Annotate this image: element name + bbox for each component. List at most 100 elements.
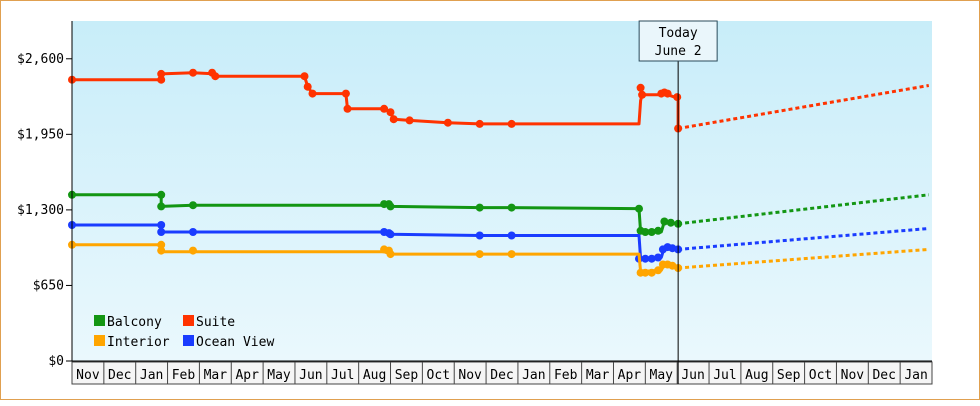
data-point-balcony [654,226,663,235]
data-point-interior [647,268,656,277]
y-tick-label: $650 [33,278,64,293]
data-point-ocean-view [654,253,663,262]
data-point-suite [475,119,484,128]
data-point-suite [673,93,682,102]
today-marker: Today June 2 [638,20,718,384]
data-point-suite [507,119,516,128]
data-point-balcony [475,203,484,212]
forecast-line-suite [677,84,930,130]
x-tick-label: Sep [777,368,801,383]
x-tick-label: Apr [618,368,642,383]
today-date: June 2 [655,44,702,59]
x-tick-label: Jan [904,368,927,383]
data-point-suite [389,115,398,124]
data-point-balcony [635,204,643,213]
axes-layer: $0 $650 $1,300 $1,950 $2,600 Nov Dec Jan Feb Mar A… [17,21,933,385]
y-tick-label: $0 [48,354,64,369]
data-point-balcony [386,202,395,211]
data-point-suite [157,69,166,78]
x-tick-label: Dec [108,368,131,383]
data-point-ocean-view [647,254,656,263]
data-point-interior [475,250,484,259]
y-tick-label: $1,300 [17,203,64,218]
data-point-ocean-view [641,254,650,263]
today-box [638,20,718,62]
data-point-balcony [660,217,669,226]
legend: Balcony Suite Interior Ocean View [94,315,274,350]
x-tick-label: Mar [204,368,228,383]
legend-label-interior: Interior [107,335,170,350]
legend-label-ocean-view: Ocean View [196,335,274,350]
data-point-interior [654,266,663,275]
x-tick-label: Aug [363,368,386,383]
x-tick-label: Oct [427,368,450,383]
x-tick-label: May [267,368,291,383]
data-point-balcony [189,201,197,210]
y-tick-label: $1,950 [17,127,64,142]
legend-label-suite: Suite [196,315,235,330]
x-tick-label: Nov [841,368,865,383]
data-point-suite [300,72,309,81]
x-tick-label: May [650,368,674,383]
data-point-balcony [157,190,166,199]
data-point-ocean-view [157,221,166,229]
x-tick-label: Feb [554,368,578,383]
data-point-balcony [666,218,675,227]
x-axis-band [71,361,933,385]
x-tick-label: Dec [872,368,895,383]
data-point-ocean-view [386,230,395,239]
data-point-balcony [647,228,656,236]
data-point-suite [380,104,389,113]
data-point-interior [157,246,166,255]
data-point-interior [189,246,197,255]
data-point-interior [157,240,166,249]
x-tick-label: Mar [586,368,610,383]
data-point-suite [638,90,647,99]
data-point-suite [303,82,312,91]
legend-swatch-suite [183,315,194,326]
data-point-suite [189,68,197,77]
x-tick-label: Aug [745,368,768,383]
x-tick-label: Nov [76,368,100,383]
x-tick-label: Feb [172,368,196,383]
data-point-interior [507,250,516,259]
data-point-suite [405,116,414,125]
data-point-balcony [507,203,516,212]
data-point-suite [308,89,317,98]
x-tick-label: Nov [458,368,482,383]
data-point-balcony [641,228,650,236]
series-layer [68,68,930,277]
data-point-interior [386,250,395,259]
x-tick-label: Jun [681,368,704,383]
data-point-suite [343,104,352,113]
x-tick-label: Apr [235,368,259,383]
legend-swatch-interior [94,335,105,346]
legend-swatch-ocean-view [183,335,194,346]
x-tick-label: Dec [490,368,513,383]
x-tick-label: Jul [331,368,354,383]
data-point-ocean-view [507,231,516,240]
data-point-ocean-view [475,231,484,240]
data-point-suite [157,75,166,84]
today-label: Today [659,26,698,41]
y-tick-label: $2,600 [17,52,64,67]
data-point-suite [211,72,220,81]
data-point-suite [443,118,452,127]
data-point-suite [341,89,350,98]
x-tick-label: Jun [299,368,322,383]
x-tick-label: Jul [713,368,736,383]
data-point-interior [641,268,650,277]
data-point-ocean-view [189,228,197,236]
x-tick-label: Sep [395,368,419,383]
x-tick-label: Oct [809,368,832,383]
forecast-line-balcony [677,193,929,226]
legend-label-balcony: Balcony [107,315,162,330]
data-point-balcony [157,202,166,211]
x-tick-label: Jan [140,368,163,383]
data-point-suite [663,89,672,98]
data-point-ocean-view [157,228,166,236]
legend-swatch-balcony [94,315,105,326]
data-point-suite [636,83,645,92]
